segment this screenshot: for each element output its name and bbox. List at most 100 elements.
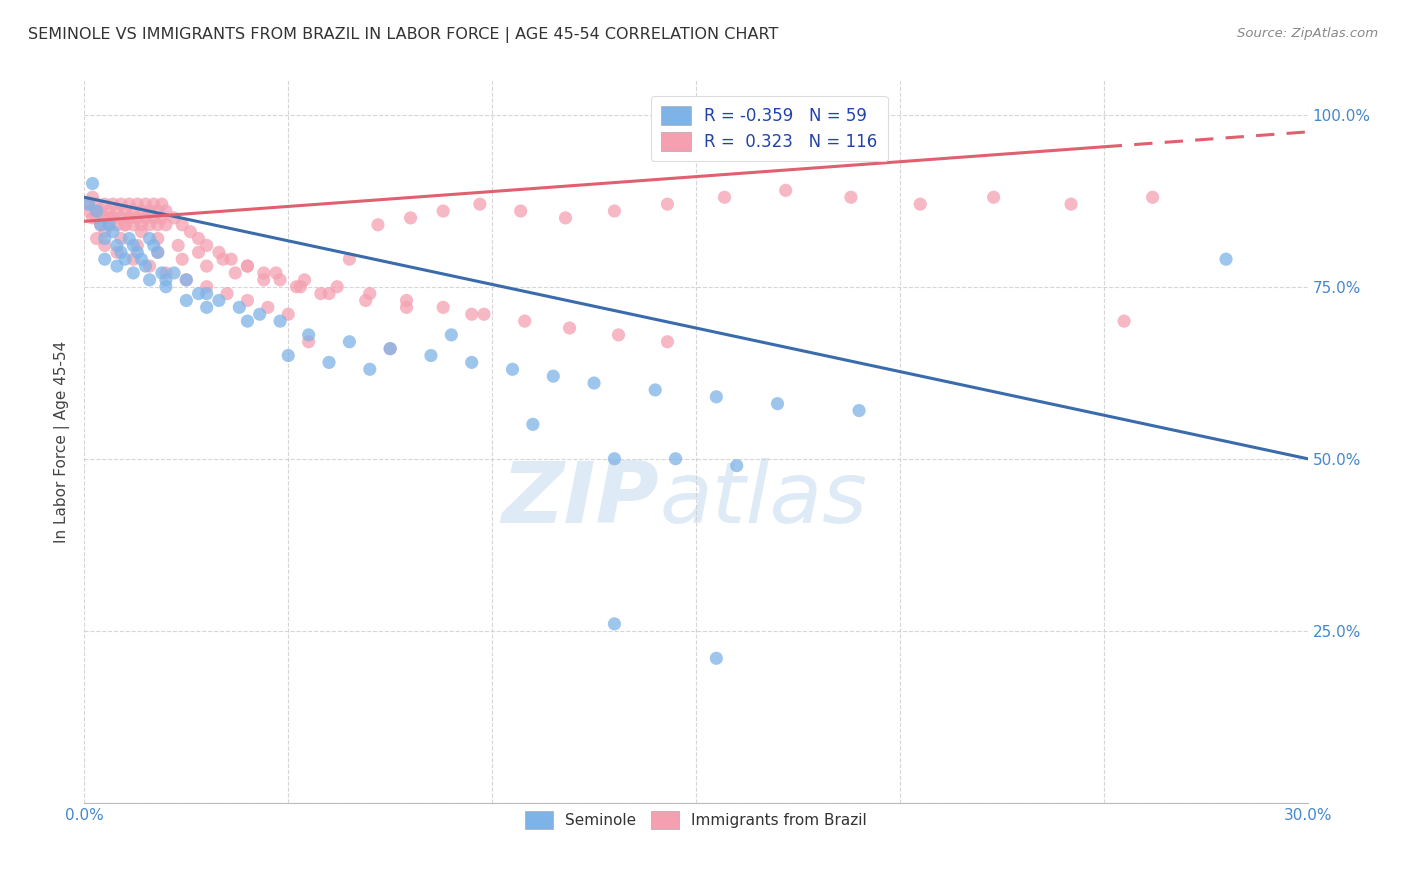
- Point: [1215, 252, 1237, 267]
- Point: [195, 279, 218, 293]
- Point: [105, 259, 128, 273]
- Point: [82, 190, 104, 204]
- Point: [110, 211, 132, 225]
- Point: [110, 197, 132, 211]
- Point: [269, 314, 291, 328]
- Point: [114, 218, 136, 232]
- Point: [603, 451, 626, 466]
- Point: [105, 238, 128, 252]
- Point: [101, 197, 124, 211]
- Point: [118, 197, 141, 211]
- Point: [461, 307, 484, 321]
- Point: [236, 314, 259, 328]
- Point: [86, 231, 108, 245]
- Point: [775, 183, 797, 197]
- Point: [77, 204, 100, 219]
- Point: [195, 286, 218, 301]
- Point: [142, 238, 165, 252]
- Point: [277, 307, 299, 321]
- Point: [1114, 314, 1136, 328]
- Point: [725, 458, 748, 473]
- Point: [114, 252, 136, 267]
- Point: [138, 259, 160, 273]
- Point: [603, 204, 626, 219]
- Point: [644, 383, 666, 397]
- Point: [77, 197, 100, 211]
- Point: [187, 286, 209, 301]
- Point: [138, 231, 160, 245]
- Point: [163, 211, 186, 225]
- Point: [298, 327, 321, 342]
- Point: [110, 231, 132, 245]
- Point: [174, 273, 197, 287]
- Point: [354, 293, 377, 308]
- Point: [131, 225, 153, 239]
- Point: [509, 204, 531, 219]
- Point: [395, 293, 418, 308]
- Point: [195, 259, 218, 273]
- Point: [257, 301, 280, 315]
- Point: [122, 204, 145, 219]
- Point: [380, 342, 402, 356]
- Point: [766, 397, 789, 411]
- Point: [127, 211, 149, 225]
- Point: [97, 218, 120, 232]
- Point: [706, 651, 728, 665]
- Point: [172, 252, 194, 267]
- Point: [253, 266, 276, 280]
- Point: [1060, 197, 1083, 211]
- Point: [326, 279, 349, 293]
- Point: [224, 266, 246, 280]
- Point: [440, 327, 463, 342]
- Point: [657, 334, 679, 349]
- Point: [420, 349, 443, 363]
- Point: [155, 279, 177, 293]
- Point: [131, 252, 153, 267]
- Point: [110, 245, 132, 260]
- Legend: Seminole, Immigrants from Brazil: Seminole, Immigrants from Brazil: [519, 805, 873, 835]
- Point: [359, 286, 381, 301]
- Point: [657, 197, 679, 211]
- Point: [155, 266, 177, 280]
- Point: [135, 259, 157, 273]
- Point: [269, 273, 291, 287]
- Point: [93, 238, 115, 252]
- Point: [187, 231, 209, 245]
- Point: [264, 266, 287, 280]
- Point: [101, 211, 124, 225]
- Point: [318, 355, 340, 369]
- Point: [155, 218, 177, 232]
- Text: ZIP: ZIP: [502, 458, 659, 541]
- Point: [294, 273, 316, 287]
- Point: [179, 225, 201, 239]
- Point: [513, 314, 536, 328]
- Point: [105, 218, 128, 232]
- Point: [983, 190, 1005, 204]
- Point: [150, 197, 173, 211]
- Point: [146, 218, 169, 232]
- Point: [195, 238, 218, 252]
- Point: [118, 211, 141, 225]
- Point: [97, 204, 120, 219]
- Point: [603, 616, 626, 631]
- Point: [127, 245, 149, 260]
- Point: [127, 197, 149, 211]
- Point: [146, 245, 169, 260]
- Point: [432, 301, 454, 315]
- Point: [461, 355, 484, 369]
- Point: [122, 266, 145, 280]
- Point: [607, 327, 630, 342]
- Point: [82, 211, 104, 225]
- Point: [146, 245, 169, 260]
- Point: [558, 321, 581, 335]
- Point: [367, 218, 389, 232]
- Point: [212, 252, 235, 267]
- Point: [146, 204, 169, 219]
- Point: [195, 301, 218, 315]
- Point: [135, 197, 157, 211]
- Point: [468, 197, 491, 211]
- Point: [339, 334, 361, 349]
- Point: [122, 252, 145, 267]
- Point: [208, 245, 231, 260]
- Point: [848, 403, 870, 417]
